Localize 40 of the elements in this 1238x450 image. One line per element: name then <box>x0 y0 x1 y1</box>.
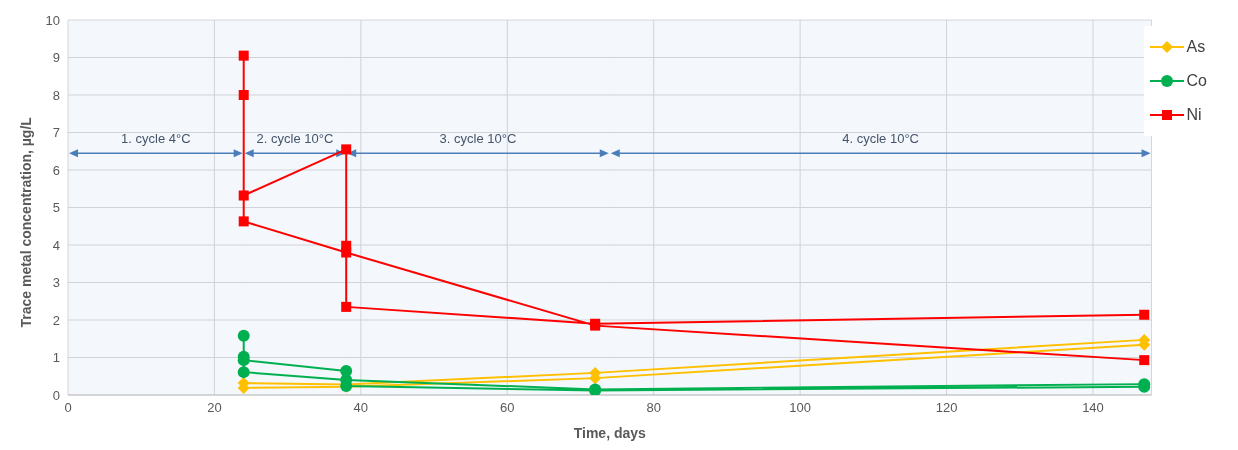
y-tick-label: 8 <box>52 87 60 103</box>
x-tick-label: 60 <box>500 400 515 416</box>
y-tick-label: 10 <box>45 12 60 28</box>
y-tick-label: 5 <box>52 200 60 216</box>
y-axis-title: Trace metal concentration, µg/L <box>17 116 34 328</box>
x-tick-label: 20 <box>207 400 222 416</box>
point <box>238 50 249 61</box>
x-tick-label: 140 <box>1082 400 1104 416</box>
legend-label: Co <box>1186 72 1207 90</box>
band-label: 3. cycle 10°C <box>439 131 517 147</box>
point <box>341 240 352 251</box>
band-label: 4. cycle 10°C <box>842 131 920 147</box>
point <box>341 144 352 155</box>
x-tick-label: 0 <box>64 400 72 416</box>
legend-label: Ni <box>1186 106 1202 124</box>
y-tick-label: 3 <box>52 275 60 291</box>
legend-label: As <box>1186 38 1206 56</box>
y-tick-label: 0 <box>52 387 60 403</box>
y-tick-label: 9 <box>52 50 60 66</box>
y-tick-label: 2 <box>52 312 60 328</box>
y-tick-label: 1 <box>52 350 60 366</box>
x-tick-label: 80 <box>646 400 661 416</box>
y-tick-label: 7 <box>52 125 60 141</box>
x-tick-label: 100 <box>789 400 811 416</box>
point <box>340 365 353 377</box>
point <box>237 366 250 379</box>
point <box>1139 355 1150 366</box>
x-tick-label: 120 <box>935 400 958 416</box>
point <box>238 190 249 201</box>
point <box>1139 309 1150 320</box>
point <box>238 216 249 227</box>
point <box>341 301 352 312</box>
y-tick-label: 4 <box>52 237 60 253</box>
point <box>237 329 250 342</box>
band-label: 2. cycle 10°C <box>256 131 334 147</box>
x-axis-title: Time, days <box>573 425 647 441</box>
band-label: 1. cycle 4°C <box>121 131 191 147</box>
x-tick-label: 40 <box>353 400 369 416</box>
point <box>238 90 249 100</box>
y-tick-label: 6 <box>52 162 60 178</box>
